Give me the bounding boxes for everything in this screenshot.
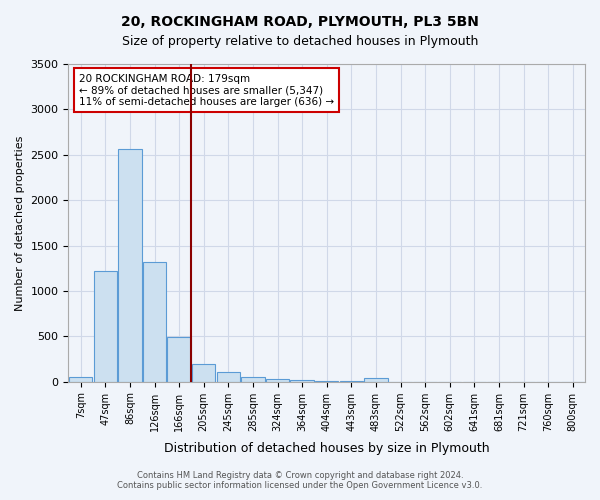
Text: Size of property relative to detached houses in Plymouth: Size of property relative to detached ho… [122, 35, 478, 48]
Bar [118, 150, 142, 382]
Bar [364, 378, 388, 382]
Bar [266, 379, 289, 382]
Bar [69, 377, 92, 382]
Bar [241, 377, 265, 382]
Bar [94, 271, 117, 382]
Bar [290, 380, 314, 382]
Bar [315, 381, 338, 382]
Text: 20, ROCKINGHAM ROAD, PLYMOUTH, PL3 5BN: 20, ROCKINGHAM ROAD, PLYMOUTH, PL3 5BN [121, 15, 479, 29]
Y-axis label: Number of detached properties: Number of detached properties [15, 135, 25, 310]
Text: Contains HM Land Registry data © Crown copyright and database right 2024.
Contai: Contains HM Land Registry data © Crown c… [118, 470, 482, 490]
Bar [167, 337, 191, 382]
Bar [192, 364, 215, 382]
X-axis label: Distribution of detached houses by size in Plymouth: Distribution of detached houses by size … [164, 442, 490, 455]
Bar [143, 262, 166, 382]
Text: 20 ROCKINGHAM ROAD: 179sqm
← 89% of detached houses are smaller (5,347)
11% of s: 20 ROCKINGHAM ROAD: 179sqm ← 89% of deta… [79, 74, 334, 106]
Bar [217, 372, 240, 382]
